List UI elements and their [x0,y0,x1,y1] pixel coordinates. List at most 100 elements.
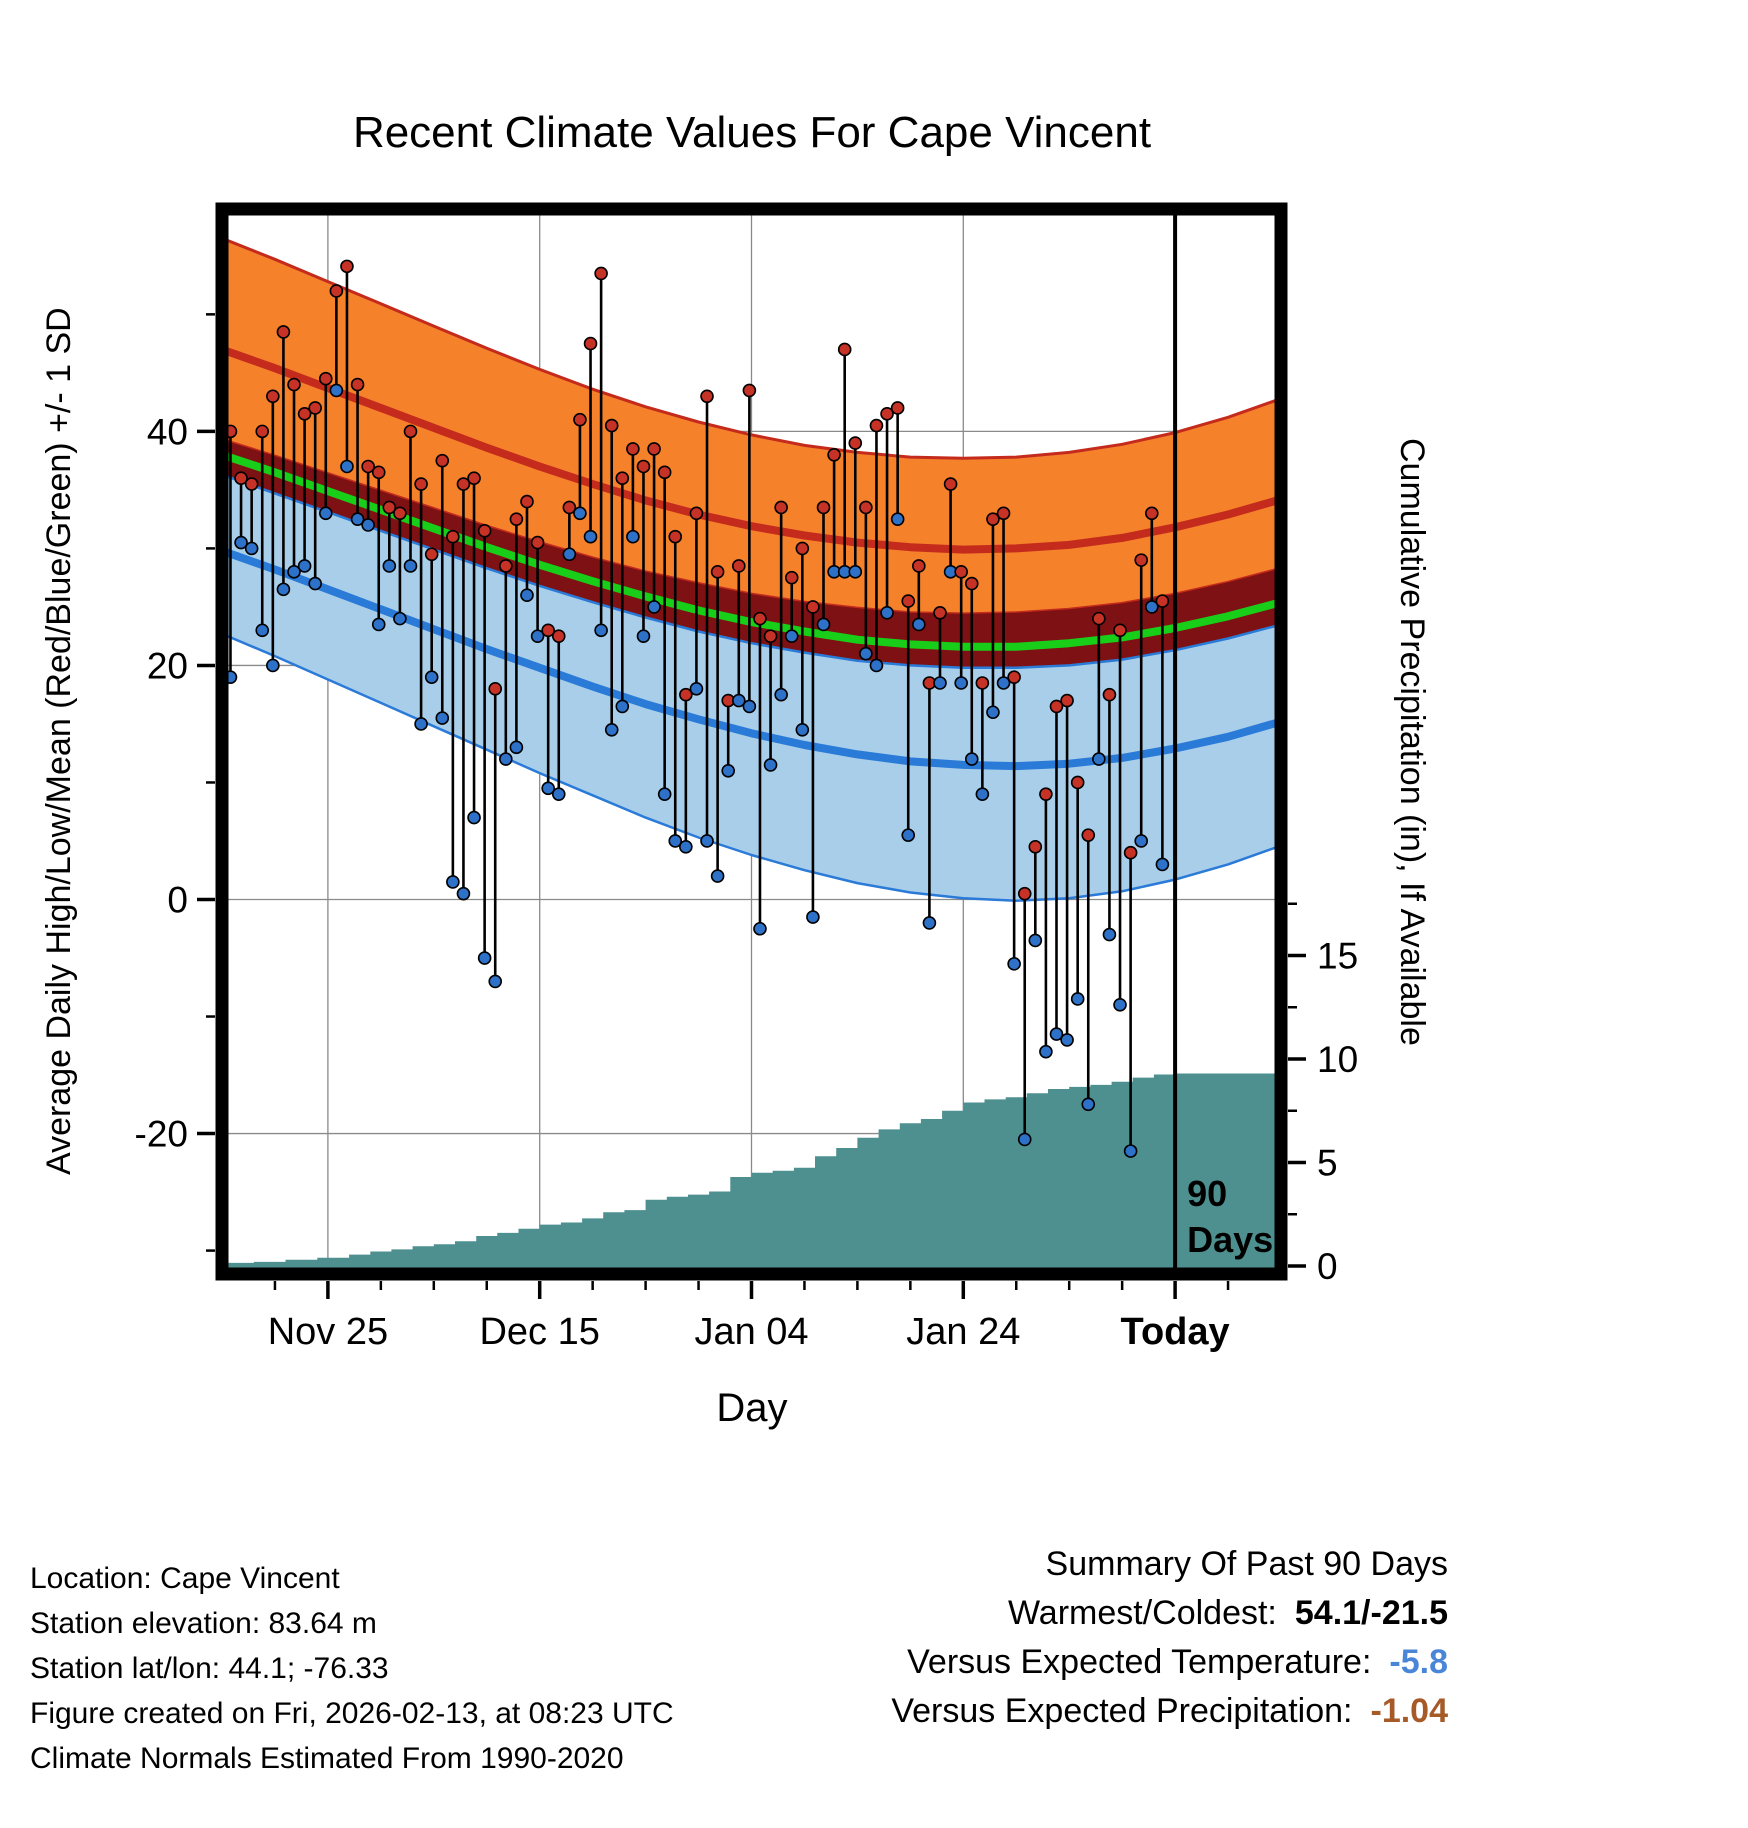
daily-low-dot [901,828,916,842]
daily-high-dot [234,471,248,485]
daily-high-dot [350,377,365,392]
daily-high-dot [901,594,916,608]
daily-low-dot [287,565,301,579]
daily-high-dot [1123,845,1138,860]
daily-high-dot [933,605,947,620]
daily-high-dot [837,342,852,357]
daily-low-dot [721,763,736,778]
daily-low-dot [604,723,619,737]
temp-tick-label: 0 [167,880,188,921]
precip-tick-label: 10 [1317,1039,1358,1080]
daily-high-dot [361,459,375,474]
daily-high-dot [795,541,810,556]
daily-high-dot [371,465,386,480]
daily-low-dot [1039,1044,1053,1059]
daily-low-dot [424,670,439,684]
warmest-coldest-row: Warmest/Coldest: 54.1/-21.5 [891,1589,1448,1638]
cumulative-precip-area [222,1073,1281,1274]
daily-high-dot [943,477,958,491]
daily-low-dot [742,699,757,714]
daily-high-dot [340,259,354,274]
daily-high-dot [753,611,767,626]
daily-high-dot [329,284,344,298]
daily-high-dot [308,401,322,415]
daily-high-dot [742,383,757,398]
daily-low-dot [636,629,651,643]
daily-high-dot [467,471,481,485]
daily-high-dot [266,389,280,404]
daily-high-dot [551,629,566,643]
daily-low-dot [1007,957,1021,971]
daily-high-dot [880,407,894,421]
daily-high-dot [890,401,905,415]
daily-high-dot [244,477,259,491]
daily-low-dot [657,787,672,801]
daily-low-dot [1028,933,1043,948]
daily-low-dot [806,910,820,924]
daily-low-dot [1102,927,1117,942]
daily-high-dot [403,424,418,439]
daily-high-dot [1102,687,1117,702]
daily-high-dot [668,529,683,544]
daily-low-dot [615,699,630,714]
daily-high-dot [1070,775,1085,790]
daily-high-dot [573,412,587,427]
daily-low-dot [689,682,704,696]
temp-tick-label: 20 [147,645,188,686]
daily-high-dot [530,535,545,550]
daily-high-dot [975,676,990,690]
vs-temp-label: Versus Expected Temperature: [907,1643,1372,1681]
daily-low-dot [520,588,534,603]
daily-observations [223,259,1170,1158]
daily-low-dot [1155,857,1170,872]
day-tick-label: Jan 04 [694,1311,808,1353]
daily-high-dot [1060,693,1074,708]
daily-low-dot [318,506,333,521]
day-tick-label: Today [1121,1311,1230,1353]
station-location: Location: Cape Vincent [30,1562,340,1595]
daily-low-dot [499,752,513,766]
daily-low-dot [361,518,375,532]
station-info: Location: Cape Vincent Station elevation… [30,1556,674,1781]
daily-low-dot [753,921,767,936]
daily-low-dot [975,787,990,801]
daily-low-dot [446,875,460,889]
low-sd-band [222,473,1281,902]
daily-high-dot [562,500,577,515]
daily-high-dot [700,389,714,404]
daily-high-dot [615,471,630,485]
daily-low-dot [700,834,714,848]
daily-high-dot [816,500,831,515]
daily-high-dot [499,559,513,573]
daily-low-dot [795,723,810,737]
daily-low-dot [456,886,471,901]
vs-precip-value: -1.04 [1370,1692,1449,1730]
daily-low-dot [583,529,598,544]
daily-high-dot [869,418,884,433]
temp-tick-label: 40 [147,411,188,452]
daily-low-dot [573,506,587,521]
daily-low-dot [912,617,926,632]
daily-high-dot [435,453,450,468]
daily-low-dot [276,582,291,597]
temp-tick-label: -20 [135,1114,188,1155]
daily-low-dot [308,576,322,591]
daily-low-dot [626,529,640,544]
daily-high-dot [1039,787,1053,801]
daily-low-dot [1060,1033,1074,1047]
daily-low-dot [266,658,280,673]
daily-high-dot [806,600,820,614]
climate-normals-note: Climate Normals Estimated From 1990-2020 [30,1742,624,1775]
x-axis-label: Day [716,1386,788,1430]
daily-low-dot [255,623,270,638]
daily-high-dot [996,506,1011,521]
daily-low-dot [594,623,608,638]
daily-high-dot [679,687,693,702]
daily-low-dot [1049,1027,1064,1041]
daily-low-dot [763,758,778,772]
daily-low-dot [922,916,937,930]
daily-low-dot [393,611,407,626]
vs-precip-label: Versus Expected Precipitation: [891,1692,1353,1730]
